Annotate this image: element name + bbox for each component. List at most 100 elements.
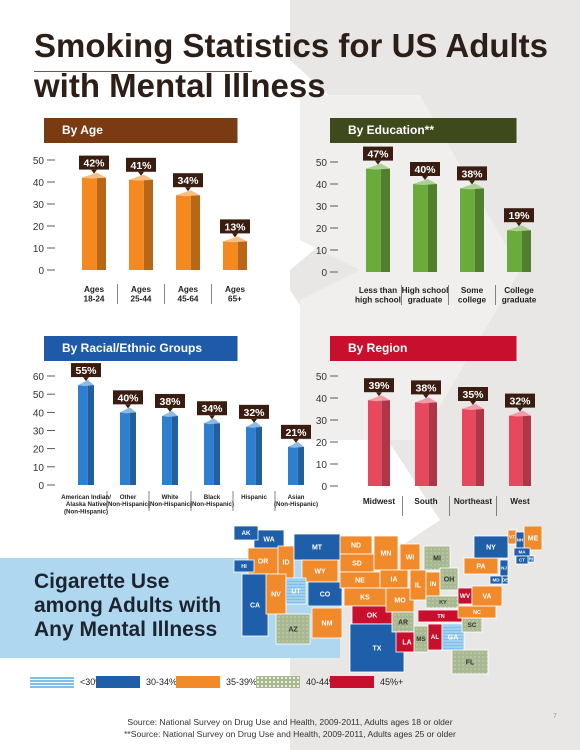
state-dot xyxy=(480,628,482,630)
race-value-label: 38% xyxy=(159,396,181,408)
state-dot xyxy=(426,568,428,570)
state-vt: VT xyxy=(507,529,517,545)
state-dot xyxy=(426,548,428,550)
state-dot xyxy=(486,668,488,670)
state-dot xyxy=(474,664,476,666)
education-bar-group: 47% xyxy=(363,146,393,272)
region-value-label-pointer xyxy=(423,394,429,399)
state-dot xyxy=(278,620,280,622)
state-label: WV xyxy=(460,593,471,600)
race-value-label-box xyxy=(197,401,227,416)
state-dot xyxy=(426,556,428,558)
state-dot xyxy=(306,624,308,626)
race-value-label-pointer xyxy=(125,404,131,409)
state-fl: FL xyxy=(451,649,489,675)
state-label: AL xyxy=(431,634,440,641)
race-category-label: American Indian/Alaska Native (Non-Hispan… xyxy=(61,494,111,515)
state-label: NC xyxy=(473,610,481,616)
race-value-label: 55% xyxy=(75,365,97,377)
state-label: KS xyxy=(360,594,370,601)
state-dot xyxy=(424,644,426,646)
state-ma: MA xyxy=(513,547,531,557)
state-dot xyxy=(416,636,418,638)
region-value-label-box xyxy=(505,393,535,408)
race-category-label: Asian (Non-Hispanic) xyxy=(274,494,318,508)
title-underline xyxy=(34,71,252,72)
age-value-label: 13% xyxy=(224,221,246,233)
state-shape xyxy=(233,526,259,541)
region-bar-side xyxy=(428,402,437,486)
state-label: NV xyxy=(271,591,281,598)
state-dot xyxy=(278,624,280,626)
state-dot xyxy=(440,602,442,604)
state-dot xyxy=(306,632,308,634)
race-bar-group: 34% xyxy=(197,401,227,485)
education-ytick-label: 20 xyxy=(316,224,328,235)
state-dot xyxy=(450,586,452,588)
state-dot xyxy=(434,568,436,570)
age-value-label: 34% xyxy=(177,175,199,187)
race-value-label-pointer xyxy=(209,415,215,420)
race-bar-side xyxy=(255,426,262,485)
education-bar-top xyxy=(460,183,484,190)
state-dot xyxy=(426,560,428,562)
education-value-label-pointer xyxy=(422,176,428,180)
state-label: HI xyxy=(241,564,247,570)
education-bar-side xyxy=(521,230,531,272)
state-label: CA xyxy=(250,602,260,609)
state-dot xyxy=(432,598,434,600)
state-nj: NJ xyxy=(499,559,509,577)
state-label: MO xyxy=(394,597,406,604)
region-value-label-pointer xyxy=(470,401,476,405)
education-value-label: 38% xyxy=(461,168,483,180)
state-dot xyxy=(486,656,488,658)
state-label: IA xyxy=(391,576,398,583)
state-dot xyxy=(416,644,418,646)
state-dot xyxy=(472,620,474,622)
state-ak: AK xyxy=(233,526,259,541)
state-dot xyxy=(444,606,446,608)
state-label: AK xyxy=(241,530,251,537)
race-bar-top xyxy=(78,380,94,387)
race-ytick-label: 50 xyxy=(33,390,45,401)
state-ne: NE xyxy=(339,571,381,589)
education-ytick-label: 10 xyxy=(316,246,328,257)
state-label: FL xyxy=(466,659,475,666)
state-dot xyxy=(438,552,440,554)
state-dot xyxy=(286,640,288,642)
state-label: PA xyxy=(476,563,485,570)
region-bar xyxy=(415,402,429,486)
state-shape xyxy=(489,575,503,585)
education-bar-side xyxy=(474,188,484,272)
race-bar-top xyxy=(120,407,136,414)
state-dot xyxy=(286,624,288,626)
state-dot xyxy=(450,582,452,584)
race-bar-side xyxy=(213,423,220,485)
state-label: MS xyxy=(416,636,425,643)
state-dot xyxy=(478,668,480,670)
state-dot xyxy=(462,656,464,658)
education-chart-banner: By Education** xyxy=(330,118,542,143)
state-dot xyxy=(434,560,436,562)
age-category-label: Ages 65+ xyxy=(225,285,245,304)
region-value-label: 38% xyxy=(415,382,437,394)
race-value-label-box xyxy=(71,363,101,378)
state-dot xyxy=(458,664,460,666)
state-dot xyxy=(410,622,412,624)
legend-swatch xyxy=(176,676,220,688)
age-chart-banner: By Age xyxy=(44,118,264,143)
state-dot xyxy=(298,632,300,634)
race-bar-top xyxy=(204,418,220,425)
state-dot xyxy=(466,672,468,674)
region-ytick-label: 10 xyxy=(316,460,328,471)
state-dot xyxy=(430,548,432,550)
state-dot xyxy=(434,556,436,558)
state-shape xyxy=(423,545,451,571)
state-dot xyxy=(410,626,412,628)
education-bar-top xyxy=(413,179,437,185)
age-value-label: 41% xyxy=(130,160,152,172)
state-dot xyxy=(442,560,444,562)
state-dot xyxy=(298,620,300,622)
state-dot xyxy=(454,586,456,588)
state-dot xyxy=(402,618,404,620)
